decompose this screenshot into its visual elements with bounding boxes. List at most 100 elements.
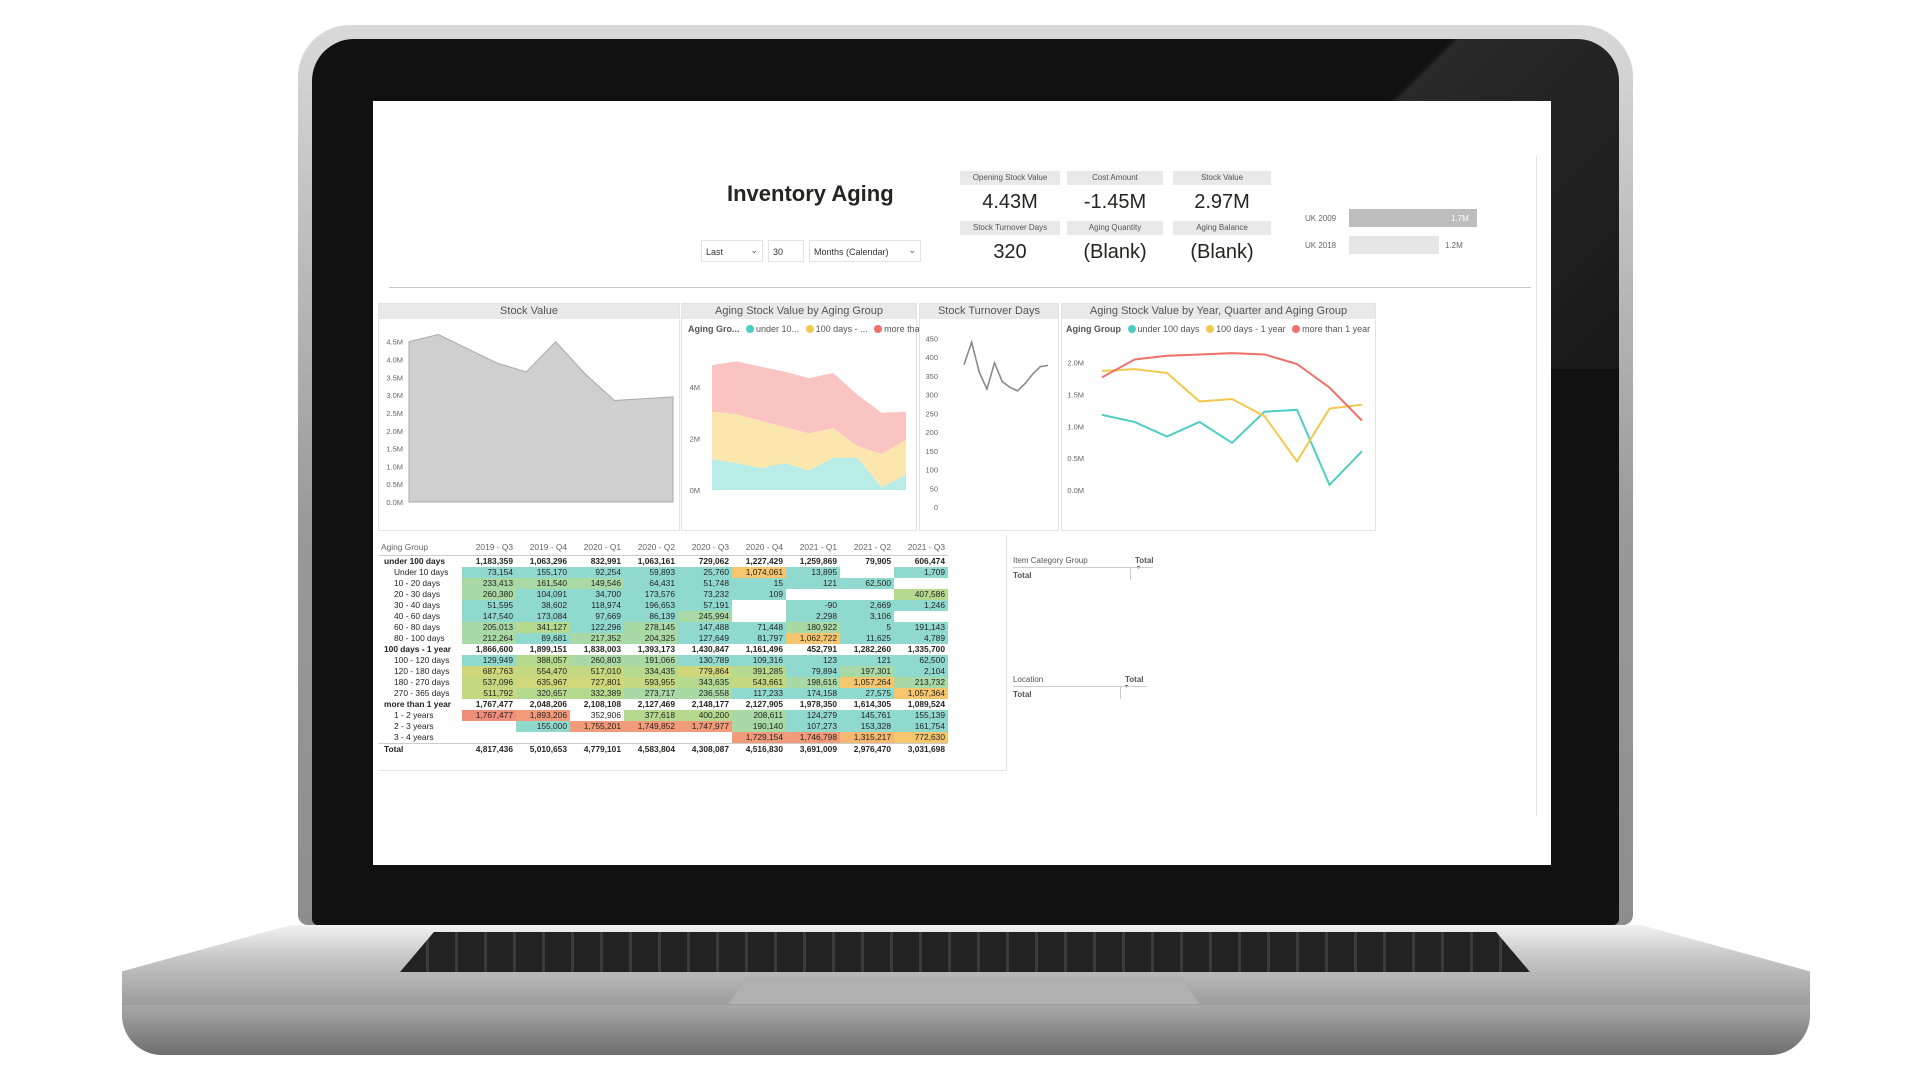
aging-matrix[interactable]: Aging Group 2019 - Q3 2019 - Q4 2020 - Q1 20… xyxy=(378,539,948,756)
matrix-cell: 2,048,206 xyxy=(529,699,567,710)
period-mode-select[interactable]: Last ⌄ xyxy=(701,240,763,262)
y-tick-label: 1.0M xyxy=(386,462,403,471)
matrix-row[interactable]: under 100 days 1,183,359 1,063,296 832,991 1… xyxy=(378,555,948,567)
matrix-row[interactable]: 10 - 20 days 233,413 161,540 149,546 64,431 5… xyxy=(378,577,948,589)
matrix-column-header[interactable]: 2020 - Q2 xyxy=(624,539,678,556)
matrix-column-header[interactable]: 2019 - Q3 xyxy=(462,539,516,556)
matrix-cell: 4,817,436 xyxy=(462,743,516,756)
matrix-cell: 1,161,496 xyxy=(745,643,783,654)
matrix-cell: 153,328 xyxy=(840,721,894,733)
matrix-row[interactable]: 1 - 2 years 1,767,477 1,893,206 352,906 377,… xyxy=(378,710,948,722)
company-bar[interactable] xyxy=(1349,209,1477,227)
matrix-column-header[interactable]: 2019 - Q4 xyxy=(516,539,570,556)
period-unit-select[interactable]: Months (Calendar) ⌄ xyxy=(809,240,921,262)
matrix-row[interactable]: 270 - 365 days 511,792 320,657 332,389 273,7… xyxy=(378,688,948,700)
legend-item: under 100 days xyxy=(1137,324,1200,334)
legend-item: 100 days - ... xyxy=(815,324,868,334)
matrix-cell: 1,729,154 xyxy=(732,732,786,744)
y-tick-label: 2.0M xyxy=(386,427,403,436)
matrix-column-header[interactable]: 2021 - Q1 xyxy=(786,539,840,556)
matrix-cell: 109,316 xyxy=(732,654,786,666)
matrix-row[interactable]: 60 - 80 days 205,013 341,127 122,296 278,145… xyxy=(378,621,948,633)
matrix-cell: 1,749,852 xyxy=(624,721,678,733)
matrix-cell: 1,767,477 xyxy=(462,710,516,722)
table-column-header[interactable]: Total xyxy=(1125,675,1144,684)
matrix-cell: 109 xyxy=(732,588,786,600)
header-divider xyxy=(389,287,1531,288)
y-tick-label: 50 xyxy=(930,484,938,493)
matrix-row-label: 2 - 3 years xyxy=(394,721,434,732)
matrix-cell: 127,649 xyxy=(678,632,732,644)
matrix-cell: 124,279 xyxy=(786,710,840,722)
line-series-0 xyxy=(1101,408,1363,487)
sort-icon[interactable]: ▾ xyxy=(1137,565,1141,571)
matrix-row[interactable]: 20 - 30 days 260,380 104,091 34,700 173,576 7… xyxy=(378,588,948,600)
company-bar[interactable] xyxy=(1349,236,1439,254)
matrix-row[interactable]: more than 1 year 1,767,477 2,048,206 2,108,… xyxy=(378,699,948,710)
sort-icon[interactable]: ▾ xyxy=(1125,684,1129,690)
aging-by-quarter-chart: 0.0M 0.5M 1.0M 1.5M 2.0M xyxy=(1067,352,1363,495)
matrix-cell: 1,259,869 xyxy=(799,555,837,566)
matrix-row[interactable]: 2 - 3 years 155,000 1,755,201 1,749,852 1,74… xyxy=(378,721,948,733)
matrix-row[interactable]: 40 - 60 days 147,540 173,084 97,669 86,139 24… xyxy=(378,610,948,622)
matrix-cell: 155,139 xyxy=(894,710,948,722)
matrix-cell: 173,084 xyxy=(516,610,570,622)
matrix-cell: 13,895 xyxy=(786,566,840,578)
matrix-row[interactable]: 30 - 40 days 51,595 38,602 118,974 196,653 57… xyxy=(378,599,948,611)
matrix-column-header[interactable]: 2021 - Q3 xyxy=(894,539,948,556)
matrix-cell xyxy=(894,611,948,622)
aging-by-quarter-panel[interactable]: Aging Stock Value by Year, Quarter and A… xyxy=(1061,303,1376,531)
stock-value-area xyxy=(408,334,674,503)
matrix-row[interactable]: Total 4,817,436 5,010,653 4,779,101 4,583,80… xyxy=(378,743,948,756)
matrix-row[interactable]: 80 - 100 days 212,264 89,681 217,352 204,325… xyxy=(378,632,948,644)
matrix-column-header[interactable]: 2020 - Q3 xyxy=(678,539,732,556)
matrix-cell: 772,630 xyxy=(894,732,948,744)
matrix-cell: 79,905 xyxy=(865,555,891,566)
matrix-row[interactable]: 100 - 120 days 129,949 388,057 260,803 191,0… xyxy=(378,654,948,666)
matrix-cell: 537,096 xyxy=(462,676,516,689)
matrix-cell: 1,063,161 xyxy=(637,555,675,566)
table-column-header[interactable]: Total xyxy=(1135,556,1154,565)
matrix-cell: 117,233 xyxy=(732,688,786,700)
matrix-cell: 606,474 xyxy=(914,555,945,566)
turnover-chart: 0 50 100 150 200 250 300 350 400 450 xyxy=(925,334,1049,512)
matrix-cell: 3,106 xyxy=(840,610,894,622)
matrix-row[interactable]: Under 10 days 73,154 155,170 92,254 59,893 25… xyxy=(378,566,948,578)
matrix-column-header[interactable]: Aging Group xyxy=(378,539,462,556)
line-series-1 xyxy=(1101,368,1363,464)
kpi-label: Cost Amount xyxy=(1067,171,1163,185)
matrix-cell: 1,057,364 xyxy=(894,688,948,700)
screen: Inventory Aging Last ⌄ 30 Months (Calend… xyxy=(373,101,1551,865)
legend-dot-icon xyxy=(1292,325,1301,333)
period-count-input[interactable]: 30 xyxy=(768,240,804,262)
stock-value-panel[interactable]: Stock Value 0.0M 0.5M 1.0M 1.5M 2.0M 2.5M 3.0M… xyxy=(378,303,680,531)
matrix-row[interactable]: 100 days - 1 year 1,866,600 1,899,151 1,838… xyxy=(378,644,948,655)
matrix-column-header[interactable]: 2020 - Q4 xyxy=(732,539,786,556)
item-category-table[interactable]: Item Category Group Total ▾ Total xyxy=(1013,556,1163,586)
company-bar-label: UK 2009 xyxy=(1305,214,1337,223)
matrix-cell: 89,681 xyxy=(516,632,570,644)
y-tick-label: 3.0M xyxy=(386,391,403,400)
matrix-cell xyxy=(516,732,570,744)
matrix-cell: 1,183,359 xyxy=(475,555,513,566)
period-mode-value: Last xyxy=(706,247,724,257)
matrix-row[interactable]: 3 - 4 years 1,729,154 1,746,798 1,315,217 77… xyxy=(378,732,948,744)
matrix-row[interactable]: 180 - 270 days 537,096 635,967 727,801 593,9… xyxy=(378,676,948,689)
location-table[interactable]: Location Total ▾ Total xyxy=(1013,675,1163,705)
matrix-cell: 27,575 xyxy=(840,688,894,700)
matrix-column-header[interactable]: 2021 - Q2 xyxy=(840,539,894,556)
y-tick-label: 100 xyxy=(925,466,938,475)
matrix-column-header[interactable]: 2020 - Q1 xyxy=(570,539,624,556)
matrix-cell: 107,273 xyxy=(786,721,840,733)
aging-by-group-panel[interactable]: Aging Stock Value by Aging Group Aging G… xyxy=(681,303,927,531)
matrix-cell: 62,500 xyxy=(840,577,894,589)
keyboard xyxy=(400,932,1530,972)
chevron-down-icon: ⌄ xyxy=(750,245,758,255)
matrix-cell: 278,145 xyxy=(624,621,678,633)
turnover-panel[interactable]: Stock Turnover Days 0 50 100 150 200 250 300 35… xyxy=(919,303,1059,531)
matrix-row[interactable]: 120 - 180 days 687,763 554,470 517,010 334,4… xyxy=(378,665,948,677)
matrix-cell: 1,227,429 xyxy=(745,555,783,566)
matrix-row-label: 20 - 30 days xyxy=(394,588,441,599)
matrix-cell: 191,066 xyxy=(624,654,678,666)
y-tick-label: 0.5M xyxy=(386,480,403,489)
